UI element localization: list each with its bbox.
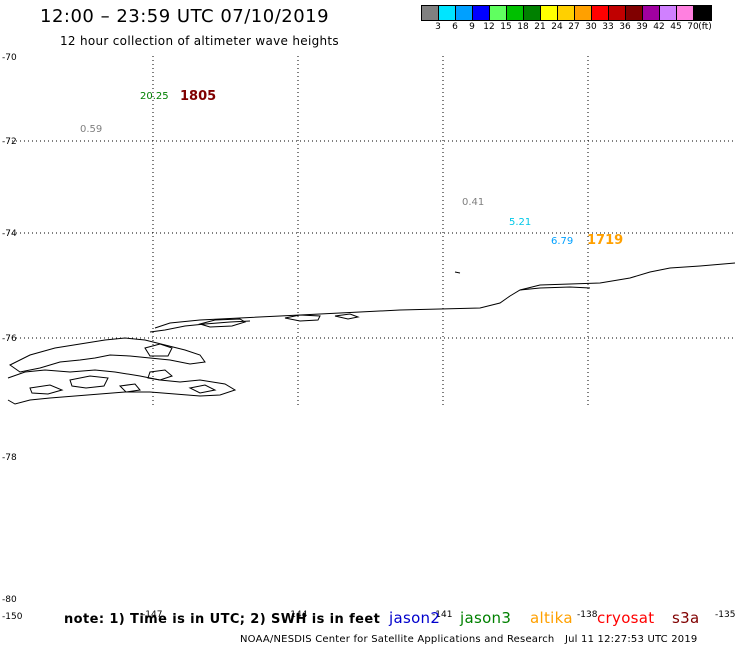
legend-swatch: [660, 6, 677, 20]
map-title: 12:00 – 23:59 UTC 07/10/2019: [40, 6, 330, 27]
obs-wave-height-4: 5.21: [509, 217, 531, 228]
legend-swatch: [473, 6, 490, 20]
lat-label-80: -80: [2, 595, 17, 605]
island-4: [29, 384, 64, 395]
legend-label: 15: [500, 22, 512, 32]
lon-label-135: -135: [715, 610, 735, 620]
island-north-2: [334, 313, 360, 320]
lon-label-147: -147: [142, 610, 162, 620]
island-2: [69, 375, 109, 389]
color-legend-bar: [421, 5, 712, 21]
legend-swatch: [575, 6, 592, 20]
legend-label: 45: [670, 22, 682, 32]
legend-label: 36: [619, 22, 631, 32]
legend-swatch: [524, 6, 541, 20]
legend-label: 12: [483, 22, 495, 32]
legend-swatch: [422, 6, 439, 20]
island-1: [144, 343, 173, 357]
legend-label: 21: [534, 22, 546, 32]
legend-swatch: [490, 6, 507, 20]
sat-cryosat: cryosat: [597, 609, 655, 627]
lat-label-74: -74: [2, 229, 17, 239]
legend-swatch: [677, 6, 694, 20]
legend-label: 30: [585, 22, 597, 32]
obs-wave-height-2: 0.59: [80, 124, 102, 135]
map-subtitle: 12 hour collection of altimeter wave hei…: [60, 34, 339, 48]
lat-label-70: -70: [2, 53, 17, 63]
footer-note: note: 1) Time is in UTC; 2) SWH is in fe…: [64, 612, 381, 627]
lat-label-72: -72: [2, 137, 17, 147]
land-mass-2: [7, 369, 237, 405]
sat-s3a: s3a: [672, 609, 700, 627]
lat-label-78: -78: [2, 453, 17, 463]
sat-altika: altika: [530, 609, 573, 627]
legend-swatch: [507, 6, 524, 20]
legend-label: 70: [687, 22, 699, 32]
island-3: [147, 369, 173, 381]
bay-edge: [198, 318, 247, 328]
legend-unit: (ft): [698, 22, 712, 32]
legend-swatch: [626, 6, 643, 20]
sat-jason2: jason2: [389, 609, 441, 627]
color-legend-labels: 3 6 9 12 15 18 21 24 27 30 33 36 39 42 45 70 (ft): [421, 22, 740, 34]
sat-jason3: jason3: [460, 609, 512, 627]
obs-time-2: 1719: [587, 233, 623, 248]
lon-label-141: -141: [432, 610, 452, 620]
island-6: [188, 384, 217, 394]
legend-label: 42: [653, 22, 665, 32]
coastline-inlet: [519, 286, 591, 291]
obs-wave-height-5: 6.79: [551, 236, 573, 247]
legend-swatch: [592, 6, 609, 20]
footer-timestamp: Jul 11 12:27:53 UTC 2019: [565, 634, 698, 645]
legend-label: 27: [568, 22, 580, 32]
legend-label: 39: [636, 22, 648, 32]
lat-label-76: -76: [2, 334, 17, 344]
islet: [454, 271, 461, 274]
obs-wave-height-3: 0.41: [462, 197, 484, 208]
legend-label: 3: [435, 22, 441, 32]
legend-swatch: [456, 6, 473, 20]
island-north-1: [284, 314, 321, 322]
legend-swatch: [439, 6, 456, 20]
obs-time-1: 1805: [180, 89, 216, 104]
lon-label-150: -150: [2, 612, 23, 622]
ice-shelf-front: [149, 320, 251, 333]
obs-wave-height-1: 20.25: [140, 91, 169, 102]
legend-label: 33: [602, 22, 614, 32]
legend-swatch: [541, 6, 558, 20]
island-5: [118, 383, 141, 393]
legend-label: 6: [452, 22, 458, 32]
land-mass-1: [9, 337, 206, 373]
coastline: [7, 262, 736, 405]
coastline-main: [154, 262, 736, 329]
footer-credit: NOAA/NESDIS Center for Satellite Applica…: [240, 634, 555, 645]
legend-swatch: [609, 6, 626, 20]
lon-label-138: -138: [577, 610, 598, 620]
legend-label: 18: [517, 22, 529, 32]
legend-swatch: [694, 6, 711, 20]
legend-swatch: [643, 6, 660, 20]
legend-label: 9: [469, 22, 475, 32]
legend-label: 24: [551, 22, 563, 32]
lon-label-144: -144: [287, 610, 308, 620]
legend-swatch: [558, 6, 575, 20]
